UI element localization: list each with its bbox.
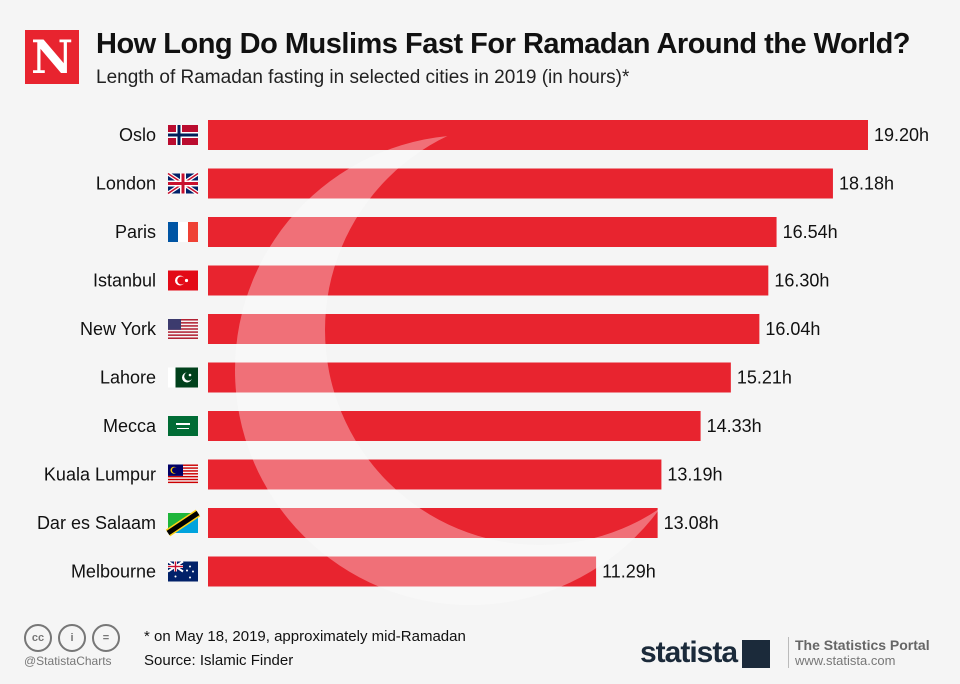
- malaysia-flag-icon: [168, 464, 198, 484]
- category-label: Paris: [115, 222, 156, 242]
- category-label: London: [96, 174, 156, 194]
- value-label: 19.20h: [874, 125, 929, 145]
- saudi-arabia-flag-icon: [168, 416, 198, 436]
- value-label: 14.33h: [707, 416, 762, 436]
- tanzania-flag-icon: [165, 509, 201, 537]
- australia-flag-icon: [167, 560, 198, 582]
- category-label: New York: [80, 319, 157, 339]
- value-label: 13.08h: [664, 513, 719, 533]
- cc-icon: cc: [24, 624, 52, 652]
- value-label: 18.18h: [839, 174, 894, 194]
- uk-flag-icon: [166, 171, 200, 196]
- portal-url[interactable]: www.statista.com: [795, 653, 896, 668]
- chart-title: How Long Do Muslims Fast For Ramadan Aro…: [96, 28, 911, 60]
- category-label: Lahore: [100, 368, 156, 388]
- bar-kuala-lumpur: [208, 459, 662, 490]
- attribution-icon: i: [58, 624, 86, 652]
- no-derivs-icon: =: [92, 624, 120, 652]
- usa-flag-icon: [168, 319, 198, 340]
- turkey-flag-icon: [168, 270, 198, 291]
- bar-melbourne: [208, 556, 597, 587]
- bar-lahore: [208, 362, 731, 393]
- norway-flag-icon: [168, 125, 198, 145]
- footnote: * on May 18, 2019, approximately mid-Ram…: [144, 628, 466, 645]
- bar-new-york: [208, 314, 760, 344]
- value-label: 13.19h: [667, 465, 722, 485]
- statista-logo: statista: [640, 636, 738, 669]
- category-label: Melbourne: [71, 562, 156, 582]
- category-label: Mecca: [103, 416, 157, 436]
- chart-subtitle: Length of Ramadan fasting in selected ci…: [96, 67, 630, 88]
- value-label: 16.30h: [774, 271, 829, 291]
- value-label: 16.04h: [765, 319, 820, 339]
- category-label: Kuala Lumpur: [44, 465, 156, 485]
- category-label: Oslo: [119, 125, 156, 145]
- newsweek-logo: N: [25, 30, 79, 84]
- pakistan-flag-icon: [168, 367, 198, 388]
- category-label: Istanbul: [93, 271, 156, 291]
- category-label: Dar es Salaam: [37, 513, 156, 533]
- twitter-handle: @StatistaCharts: [24, 654, 112, 668]
- bar-istanbul: [208, 265, 769, 296]
- bar-london: [208, 168, 833, 199]
- bar-dar-es-salaam: [208, 508, 658, 538]
- bar-oslo: [208, 120, 868, 150]
- statista-mark-icon: [742, 640, 770, 668]
- france-flag-icon: [168, 222, 198, 242]
- bar-paris: [208, 217, 777, 247]
- bar-mecca: [208, 411, 701, 441]
- portal-label: The Statistics Portal: [795, 637, 930, 653]
- value-label: 11.29h: [602, 562, 656, 582]
- value-label: 15.21h: [737, 368, 792, 388]
- value-label: 16.54h: [783, 222, 838, 242]
- source: Source: Islamic Finder: [144, 652, 294, 669]
- statista-portal: The Statistics Portal www.statista.com: [788, 637, 930, 668]
